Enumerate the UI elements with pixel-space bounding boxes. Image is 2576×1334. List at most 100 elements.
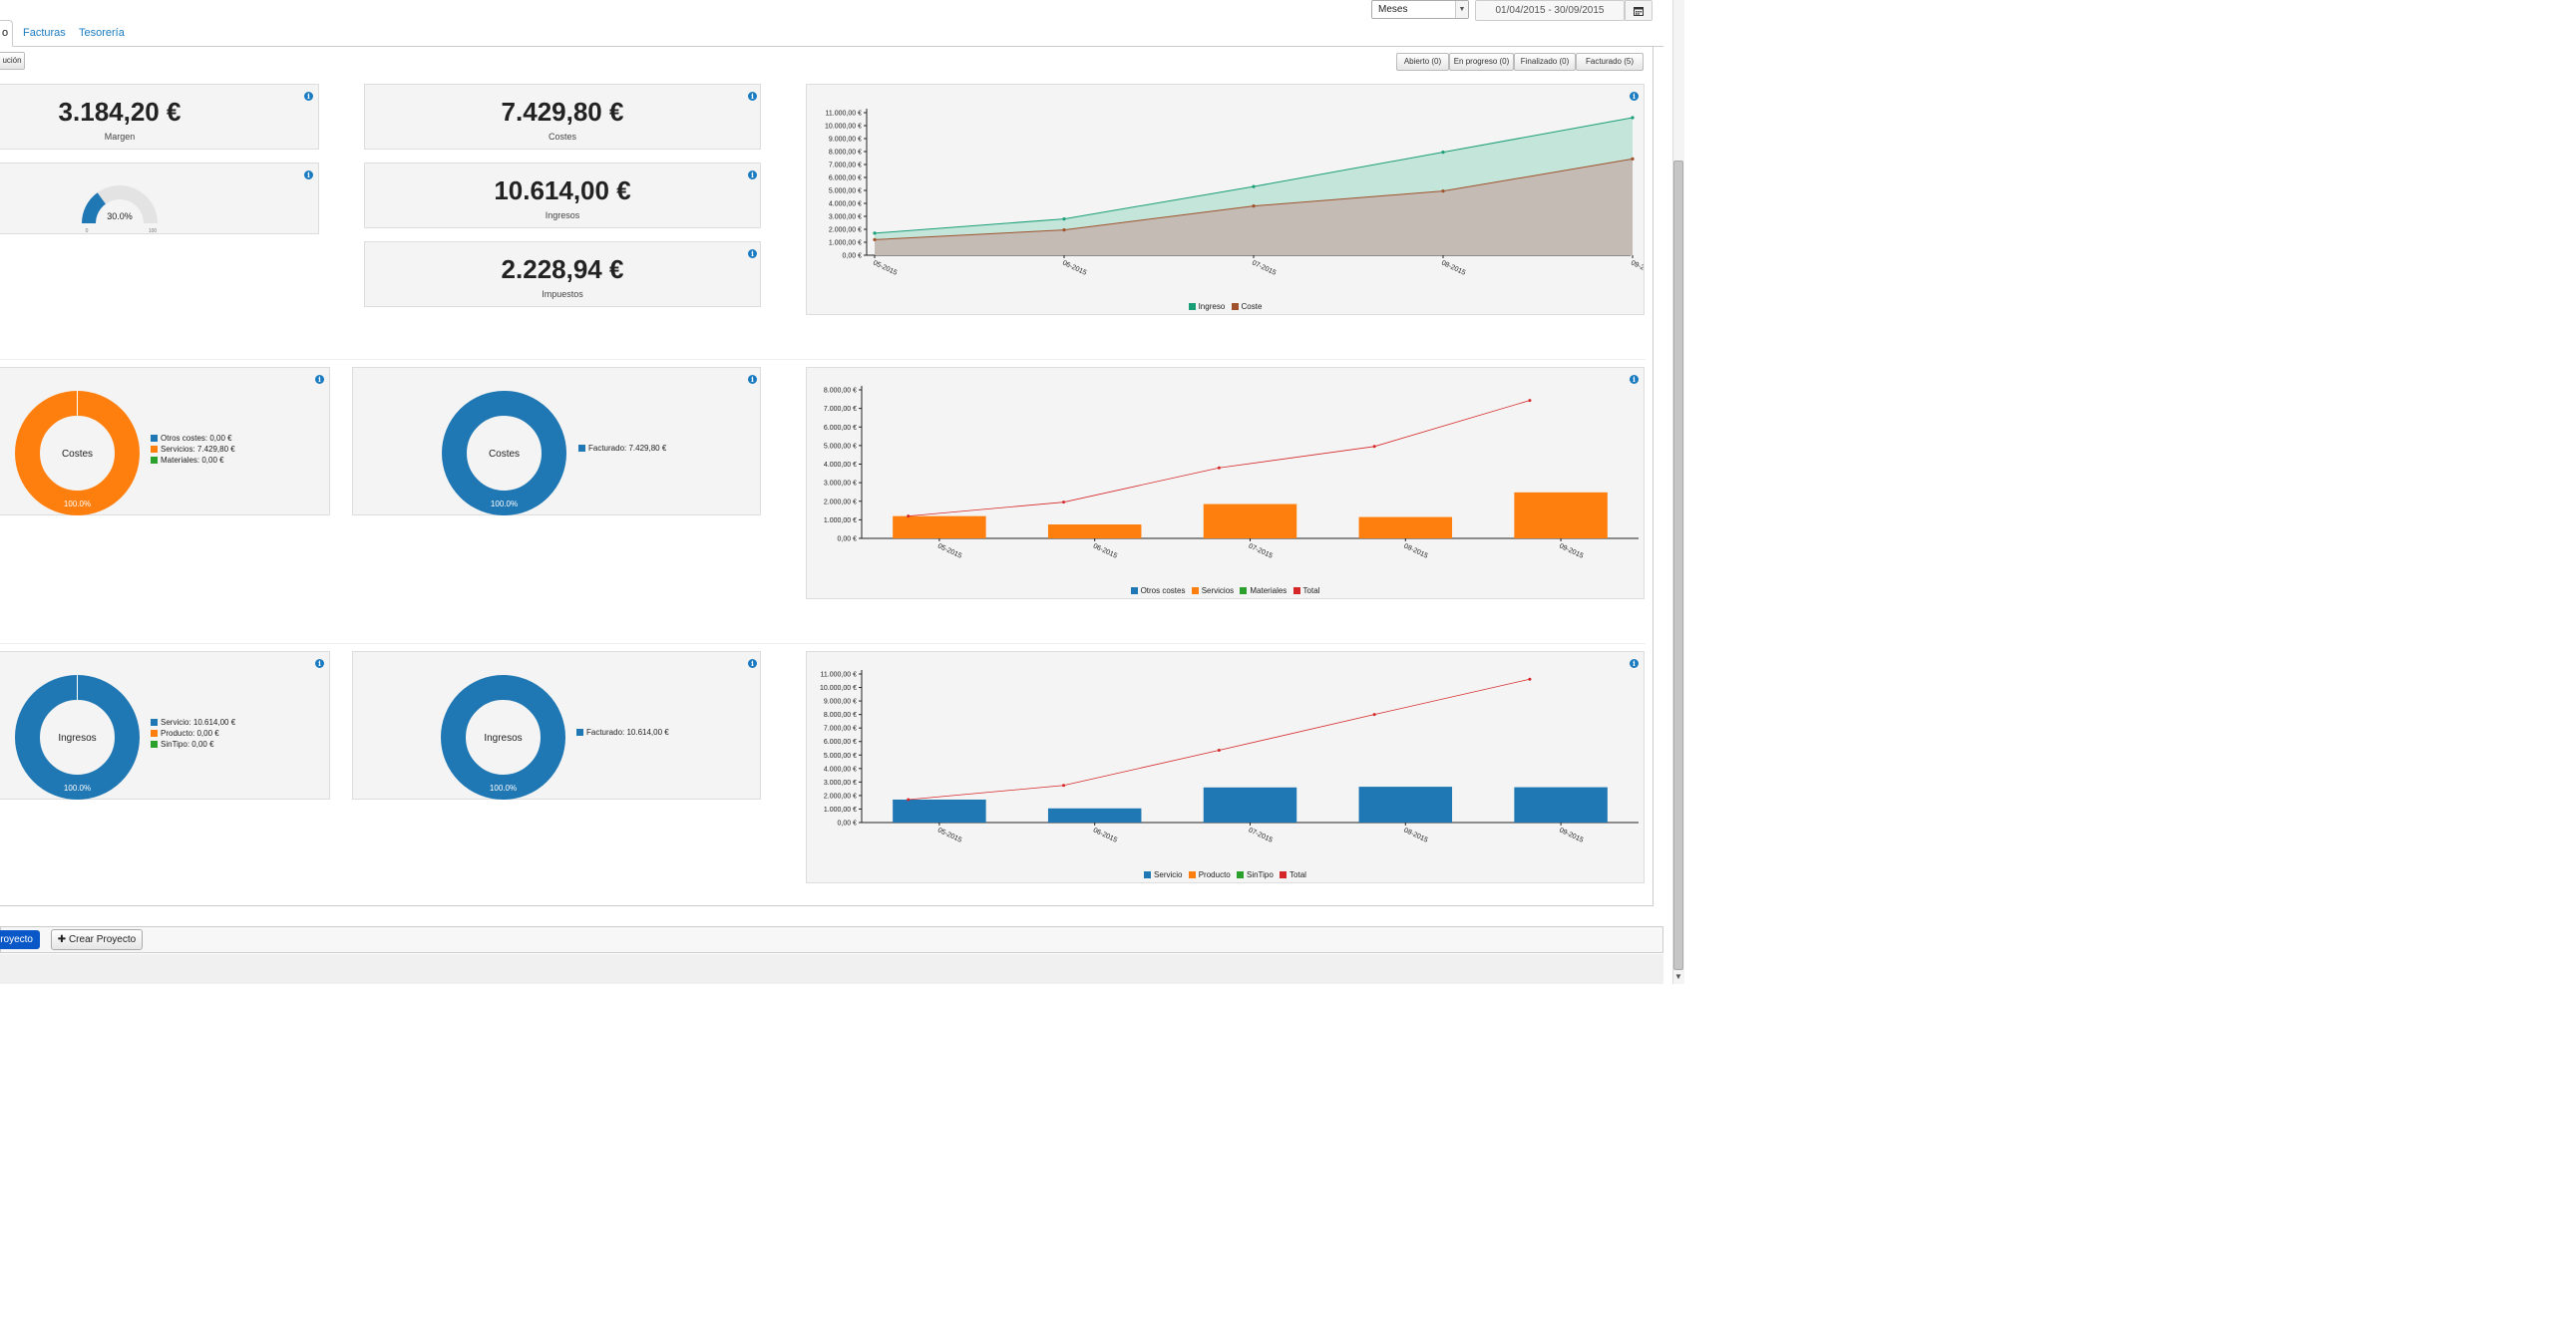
legend-item[interactable]: Materiales: 0,00 € — [151, 455, 235, 466]
info-icon[interactable]: i — [304, 170, 313, 179]
toolbar-left-button[interactable]: ución — [0, 52, 25, 70]
x-tick-label: 05-2015 — [936, 542, 962, 559]
chart-legend: Otros costes Servicios Materiales Total — [807, 586, 1644, 595]
ingresos-bar-chart: 0,00 € 1.000,00 € 2.000,00 € 3.000,00 € 4.00… — [820, 670, 1639, 844]
bar — [893, 799, 986, 823]
donut-percent: 100.0% — [64, 784, 91, 793]
legend-item[interactable]: Facturado: 7.429,80 € — [578, 444, 666, 453]
legend-item[interactable]: Materiales — [1240, 586, 1287, 595]
info-icon[interactable]: i — [315, 659, 324, 668]
y-tick-label: 9.000,00 € — [829, 137, 862, 144]
total-point — [1528, 399, 1532, 403]
date-range-input[interactable]: 01/04/2015 - 30/09/2015 — [1475, 0, 1625, 21]
legend-item[interactable]: Total — [1280, 870, 1306, 879]
y-tick-label: 0,00 € — [838, 821, 858, 828]
info-icon[interactable]: i — [1630, 375, 1639, 384]
dashboard-panel — [0, 46, 1654, 906]
ingresos-bar-chart-card: 0,00 € 1.000,00 € 2.000,00 € 3.000,00 € 4.00… — [806, 651, 1645, 883]
info-icon[interactable]: i — [304, 92, 313, 101]
ingresos-estado-card: Ingresos 100.0% Facturado: 10.614,00 € i — [352, 651, 761, 800]
bar — [1047, 524, 1142, 538]
y-tick-label: 11.000,00 € — [826, 111, 863, 118]
kpi-margen-value: 3.184,20 € — [58, 97, 182, 127]
legend-item[interactable]: Servicio — [1144, 870, 1182, 879]
y-tick-label: 6.000,00 € — [829, 175, 862, 182]
filter-abierto[interactable]: Abierto (0) — [1396, 53, 1449, 71]
filter-facturado[interactable]: Facturado (5) — [1576, 53, 1644, 71]
x-tick-label: 09-2015 — [1558, 542, 1584, 559]
bar — [1514, 492, 1608, 538]
y-tick-label: 2.000,00 € — [824, 499, 857, 505]
legend-item[interactable]: Ingreso — [1188, 302, 1225, 311]
kpi-margen-label: Margen — [104, 132, 136, 142]
info-icon[interactable]: i — [748, 659, 757, 668]
tab-facturas[interactable]: Facturas — [23, 27, 66, 39]
legend-item[interactable]: Otros costes — [1130, 586, 1185, 595]
legend-item[interactable]: Producto — [1188, 870, 1231, 879]
kpi-costes-label: Costes — [548, 132, 576, 142]
bar — [893, 515, 986, 538]
filter-finalizado[interactable]: Finalizado (0) — [1514, 53, 1576, 71]
calendar-button[interactable] — [1625, 0, 1653, 21]
donut-legend: Otros costes: 0,00 € Servicios: 7.429,80… — [151, 433, 235, 466]
ingresos-estado-donut: Ingresos 100.0% — [441, 675, 565, 800]
legend-item[interactable]: SinTipo — [1236, 870, 1274, 879]
y-tick-label: 9.000,00 € — [824, 699, 857, 706]
y-tick-label: 6.000,00 € — [824, 739, 857, 746]
legend-item[interactable]: Producto: 0,00 € — [151, 728, 235, 739]
x-tick-label: 08-2015 — [1402, 827, 1428, 843]
y-tick-label: 3.000,00 € — [824, 481, 857, 488]
legend-item[interactable]: Otros costes: 0,00 € — [151, 433, 235, 444]
y-tick-label: 8.000,00 € — [824, 712, 857, 719]
crear-proyecto-button[interactable]: ✚ Crear Proyecto — [51, 929, 143, 950]
gauge-card: 30.0% 0 100 i — [0, 163, 319, 234]
info-icon[interactable]: i — [315, 375, 324, 384]
kpi-impuestos-value: 2.228,94 € — [501, 254, 624, 284]
bar — [1514, 787, 1608, 823]
info-icon[interactable]: i — [748, 170, 757, 179]
legend-item[interactable]: Servicios: 7.429,80 € — [151, 444, 235, 455]
ingresos-tipo-card: Ingresos 100.0% Servicio: 10.614,00 € Pr… — [0, 651, 330, 800]
x-tick-label: 05-2015 — [936, 827, 962, 843]
legend-item[interactable]: SinTipo: 0,00 € — [151, 739, 235, 750]
chevron-down-icon: ▼ — [1455, 1, 1468, 18]
info-icon[interactable]: i — [748, 375, 757, 384]
filter-en-progreso[interactable]: En progreso (0) — [1449, 53, 1514, 71]
legend-item[interactable]: Coste — [1231, 302, 1262, 311]
bar — [1358, 516, 1453, 538]
donut-legend: Facturado: 7.429,80 € — [578, 444, 666, 453]
info-icon[interactable]: i — [748, 92, 757, 101]
scrollbar-thumb[interactable] — [1673, 161, 1683, 970]
legend-item[interactable]: Facturado: 10.614,00 € — [576, 728, 669, 737]
scroll-down-arrow-icon[interactable]: ▼ — [1674, 972, 1682, 981]
proyecto-button[interactable]: royecto — [0, 930, 40, 949]
legend-item[interactable]: Servicios — [1191, 586, 1234, 595]
legend-item[interactable]: Total — [1292, 586, 1319, 595]
total-point — [1528, 677, 1532, 681]
info-icon[interactable]: i — [1630, 659, 1639, 668]
legend-item[interactable]: Servicio: 10.614,00 € — [151, 717, 235, 728]
tabs-underline — [13, 46, 1663, 47]
y-tick-label: 4.000,00 € — [829, 201, 862, 208]
tab-active[interactable]: o — [0, 20, 13, 47]
y-tick-label: 7.000,00 € — [824, 406, 857, 413]
y-tick-label: 8.000,00 € — [824, 388, 857, 395]
costes-tipo-donut: Costes 100.0% — [15, 391, 140, 515]
total-line — [908, 678, 1531, 801]
info-icon[interactable]: i — [1630, 92, 1639, 101]
period-select[interactable]: Meses ▼ — [1371, 0, 1469, 19]
y-tick-label: 2.000,00 € — [829, 227, 862, 234]
section-divider — [0, 359, 1646, 360]
tab-tesoreria[interactable]: Tesorería — [79, 27, 125, 39]
page-bottom-area — [0, 954, 1663, 984]
donut-center-label: Ingresos — [484, 733, 522, 744]
info-icon[interactable]: i — [748, 249, 757, 258]
costes-bar-chart: 0,00 € 1.000,00 € 2.000,00 € 3.000,00 € 4.00… — [824, 386, 1639, 560]
chart-ingreso-coste-card: 0,00 € 1.000,00 € 2.000,00 € 3.000,00 € 4.00… — [806, 84, 1645, 315]
total-line — [908, 400, 1531, 517]
data-point — [1631, 157, 1635, 162]
total-point — [907, 798, 911, 802]
donut-legend: Servicio: 10.614,00 € Producto: 0,00 € S… — [151, 717, 235, 750]
bar — [1203, 787, 1297, 823]
x-tick-label: 07-2015 — [1248, 542, 1274, 559]
